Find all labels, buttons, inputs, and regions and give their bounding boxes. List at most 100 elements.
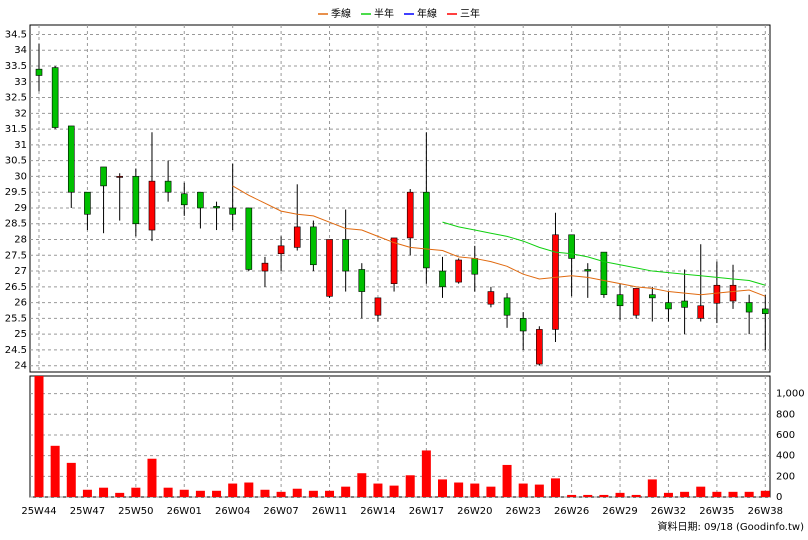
volume-bar [696,486,706,497]
legend-label: 季線 [331,7,351,20]
candle-body [67,125,75,193]
x-tick-label: 25W47 [70,506,105,517]
y-tick-label: 31.5 [5,124,27,135]
volume-bar [244,482,254,497]
candle-body [519,318,527,332]
candle-body [665,302,672,310]
x-tick-label: 26W14 [360,506,395,517]
candle-body [180,193,188,206]
candle-body [552,234,559,330]
volume-bar [147,458,157,497]
candle-body [616,294,624,307]
y-tick-label: 24.5 [5,345,27,356]
x-tick-label: 26W07 [263,506,298,517]
volume-bar [680,491,690,497]
candle-body [745,302,753,313]
volume-bar [470,483,480,497]
candle-body [100,166,107,187]
candle-body [148,180,156,231]
candle-body [358,269,366,292]
candle-body [84,191,91,215]
volume-bar [583,494,593,497]
y-tick-label: 27.5 [5,250,27,261]
candle-body [277,245,285,255]
y-tick-label: 30 [14,171,27,182]
footer: 資料日期: 09/18 (Goodinfo.tw) [657,520,804,533]
x-tick-label: 26W29 [602,506,637,517]
candle-body [697,305,705,319]
y-tick-label: 26.5 [5,282,27,293]
x-tick-label: 26W20 [457,506,492,517]
candle-body [51,67,59,128]
volume-bar [518,483,528,497]
candle-body [681,300,688,308]
volume-bar [357,473,367,497]
y-tick-label: 26 [14,298,27,309]
volume-frame [29,375,771,498]
volume-bar [534,484,544,497]
y2-tick-label: 600 [776,430,795,441]
candle-body [423,191,430,269]
volume-bar [308,490,318,497]
y-tick-label: 25.5 [5,313,27,324]
volume-bar [260,489,270,497]
candle-body [471,258,479,275]
candle-body [310,226,317,266]
y-tick-label: 34.5 [5,29,27,40]
x-tick-label: 25W50 [118,506,153,517]
y-tick-label: 33 [14,77,27,88]
x-tick-label: 26W17 [409,506,444,517]
candle-body [761,308,769,314]
volume-bar [744,491,754,497]
volume-bar [195,490,205,497]
volume-bar [454,482,464,497]
legend-label: 三年 [460,7,480,20]
x-tick-label: 26W11 [312,506,347,517]
candle-body [487,291,495,305]
y2-tick-label: 0 [776,492,782,503]
y-tick-label: 32 [14,108,27,119]
volume-bar [276,491,286,497]
y-tick-label: 32.5 [5,93,27,104]
volume-bar [228,483,238,497]
y2-tick-label: 400 [776,451,795,462]
candle-body [503,297,511,316]
y-tick-label: 28 [14,235,27,246]
ma-line [442,221,766,286]
volume-bar [373,483,383,497]
x-tick-label: 25W44 [21,506,56,517]
volume-bar [99,487,109,497]
candle-body [213,206,220,209]
x-tick-label: 26W04 [215,506,250,517]
candle-body [374,297,382,316]
candle-body [713,284,721,304]
volume-bar [34,376,44,497]
x-tick-label: 26W35 [699,506,734,517]
y-tick-label: 34 [14,45,27,56]
x-tick-label: 26W26 [554,506,589,517]
volume-bar [292,488,302,497]
candle-body [164,180,172,193]
y-tick-label: 29.5 [5,187,27,198]
y2-tick-label: 800 [776,409,795,420]
y2-tick-label: 200 [776,471,795,482]
volume-bar [131,487,141,497]
candle-body [35,68,43,76]
volume-bar [325,490,335,497]
candle-body [649,294,656,299]
volume-bar [599,494,609,497]
volume-bar [760,490,770,497]
volume-bar [212,490,222,497]
y2-tick-label: 1,000 [776,389,805,400]
volume-bar [631,494,641,497]
y-tick-label: 29 [14,203,27,214]
y-tick-label: 33.5 [5,61,27,72]
candle-body [229,207,236,215]
candle-body [197,191,204,209]
candle-body [600,251,608,296]
x-tick-label: 26W01 [167,506,202,517]
volume-bar [728,491,738,497]
x-tick-label: 26W23 [506,506,541,517]
volume-bar [115,492,125,497]
